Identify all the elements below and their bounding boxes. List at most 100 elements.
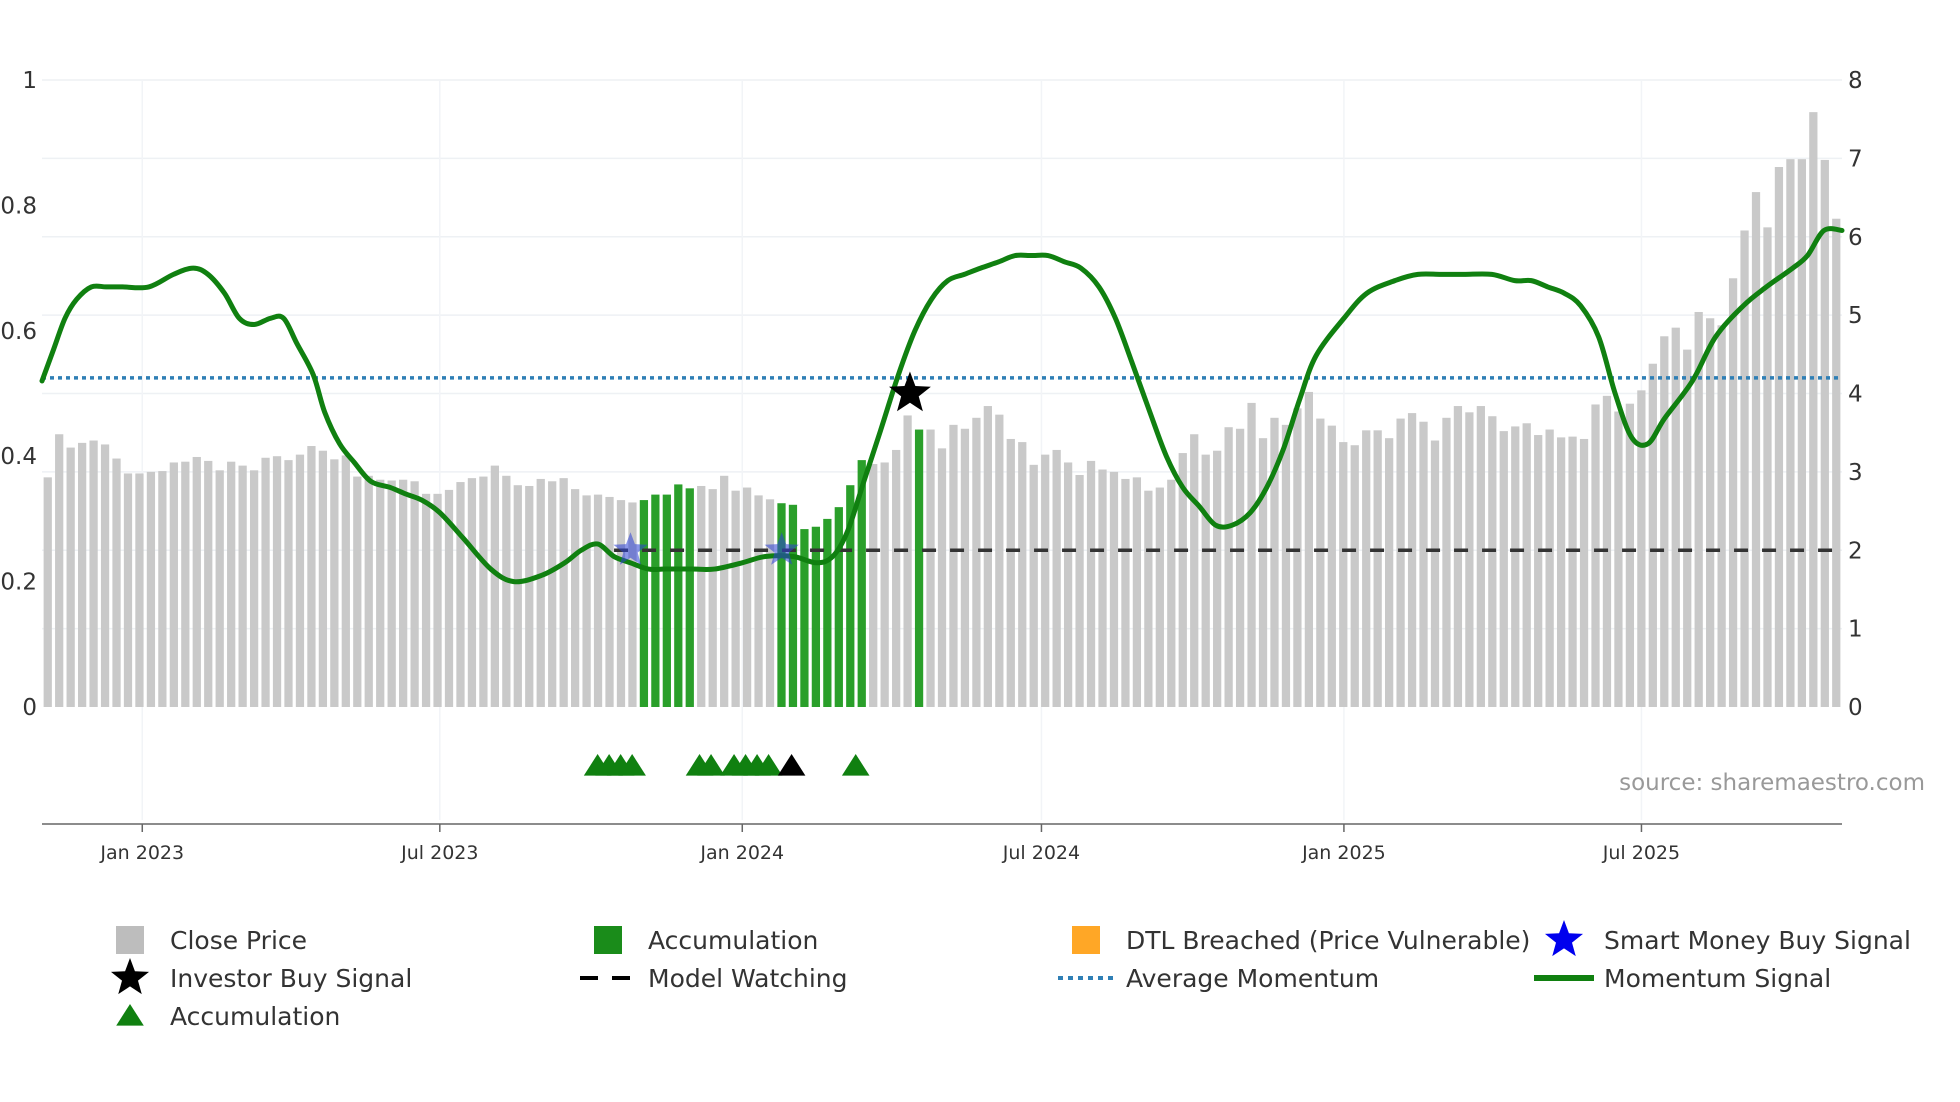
source-label: source: sharemaestro.com [1619, 770, 1925, 796]
legend-label: Accumulation [648, 926, 818, 955]
close-price-bar [238, 465, 247, 707]
close-price-bar [995, 414, 1004, 707]
accumulation-triangle-icon [697, 754, 725, 776]
close-price-bar [227, 461, 236, 707]
close-price-bar [1568, 436, 1577, 707]
close-price-bar [1556, 437, 1566, 707]
close-price-bar [1683, 349, 1692, 707]
legend-item: Model Watching [580, 964, 848, 993]
close-price-bar [972, 417, 981, 707]
close-price-bar [353, 476, 362, 707]
close-price-bar [1167, 479, 1176, 707]
accumulation-bar [662, 494, 671, 707]
close-price-bar [261, 457, 270, 707]
close-price-bar [1797, 159, 1806, 707]
close-price-bar [1453, 406, 1463, 707]
model-watching-triangle-icon [777, 754, 806, 776]
close-price-bar [1740, 230, 1749, 708]
smart-money-star-icon [764, 532, 799, 565]
close-price-bar [421, 493, 431, 707]
close-price-bar [1706, 318, 1715, 707]
close-price-bar [903, 415, 912, 707]
close-price-bar [249, 470, 259, 707]
accumulation-bar [674, 484, 683, 707]
accumulation-bar [639, 500, 649, 707]
accumulation-bar [857, 460, 866, 707]
close-price-bar [43, 477, 52, 707]
close-price-bar [158, 471, 167, 707]
close-price-bar [697, 485, 706, 707]
close-price-bar [892, 449, 901, 707]
close-price-bar [479, 476, 488, 707]
legend-label: Close Price [170, 926, 307, 955]
y-left-tick-label: 0.8 [0, 193, 37, 219]
y-right-tick-label: 5 [1848, 303, 1863, 329]
close-price-bar [1419, 421, 1428, 707]
close-price-bar [318, 450, 328, 707]
legend-label: Smart Money Buy Signal [1604, 926, 1911, 955]
legend-item: Accumulation [594, 926, 818, 955]
close-price-bar [364, 475, 373, 707]
close-price-square-icon [116, 926, 144, 954]
close-price-bar [169, 462, 178, 707]
close-price-bar [1488, 416, 1497, 707]
close-price-bar [1774, 166, 1784, 708]
accumulation-bar [685, 488, 694, 707]
accumulation-bar [846, 485, 855, 707]
legend-item: Average Momentum [1058, 964, 1379, 993]
legend-item: Close Price [116, 926, 307, 955]
investor-star-icon [889, 371, 931, 412]
close-price-bar [1751, 192, 1761, 708]
close-price-bar [605, 496, 614, 707]
close-price-bar [330, 459, 339, 707]
momentum-line [39, 226, 1845, 585]
close-price-bar [513, 485, 522, 707]
x-tick-label: Jan 2024 [699, 842, 784, 864]
accumulation-triangle-icon [116, 1004, 144, 1026]
close-price-bar [1499, 431, 1508, 707]
y-left-tick-label: 0.2 [0, 570, 37, 596]
smart-money-buy-signal-star-icon [1544, 920, 1584, 957]
accumulation-square-icon [594, 926, 622, 954]
y-right-tick-label: 1 [1848, 617, 1863, 643]
close-price-bar [1144, 490, 1153, 707]
y-left-tick-label: 0.4 [0, 444, 37, 470]
close-price-bar [490, 465, 499, 707]
legend-item: DTL Breached (Price Vulnerable) [1072, 926, 1530, 955]
close-price-bar [1407, 413, 1417, 707]
accumulation-bar [788, 504, 798, 707]
close-price-bar [628, 502, 637, 707]
close-price-bar [78, 442, 87, 707]
close-price-bar [536, 478, 545, 707]
close-price-bar [146, 471, 156, 707]
close-price-bar [1339, 442, 1348, 707]
close-price-bar [1396, 418, 1405, 707]
close-price-bar [1786, 159, 1795, 707]
close-price-bar [742, 487, 752, 707]
accumulation-bar [834, 507, 843, 707]
close-price-bar [1614, 411, 1623, 707]
close-price-bar [502, 475, 511, 707]
close-price-bar [1476, 406, 1485, 707]
close-price-bar [1029, 464, 1038, 707]
close-price-bar [1155, 487, 1164, 707]
close-price-bar [1132, 477, 1142, 707]
close-price-bar [433, 493, 442, 707]
legend-item: Accumulation [116, 1002, 340, 1031]
close-price-bar [399, 479, 408, 707]
close-price-bar [1625, 403, 1635, 707]
close-price-bar [204, 460, 213, 707]
reference-lines [42, 376, 1842, 552]
close-price-bar [284, 460, 293, 707]
accumulation-triangle-icon [841, 754, 870, 776]
legend-item: Investor Buy Signal [110, 958, 412, 995]
close-price-bar [1350, 445, 1359, 707]
y-right-tick-label: 3 [1848, 460, 1863, 486]
close-price-bar [1534, 435, 1543, 707]
close-price-bar [1121, 478, 1130, 707]
y-right-tick-label: 4 [1848, 382, 1863, 408]
close-price-bar [1327, 425, 1336, 707]
dtl-breached-price-vulnerable-square-icon [1072, 926, 1100, 954]
legend-label: Model Watching [648, 964, 848, 993]
y-right-tick-label: 8 [1848, 68, 1863, 94]
